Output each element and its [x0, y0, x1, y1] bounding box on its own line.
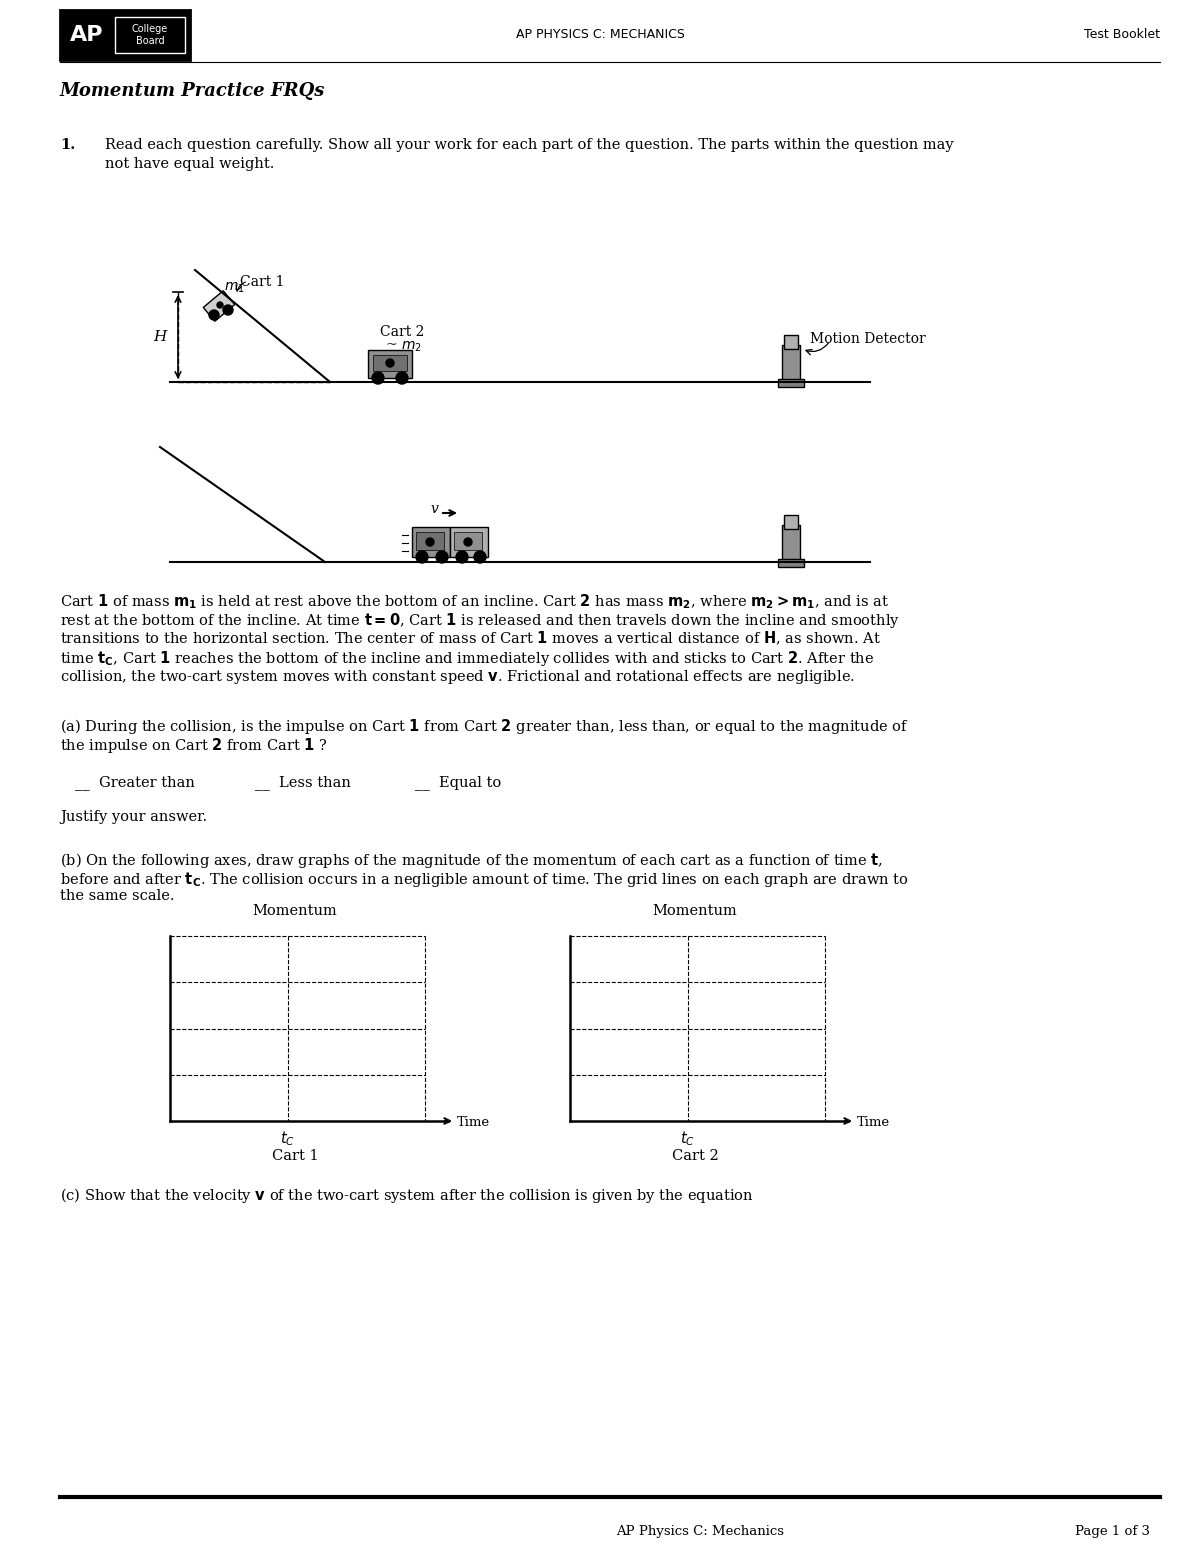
Text: Justify your answer.: Justify your answer. [60, 811, 208, 825]
Text: Momentum Practice FRQs: Momentum Practice FRQs [60, 82, 325, 99]
Text: the same scale.: the same scale. [60, 888, 174, 902]
Circle shape [396, 373, 408, 384]
Text: Page 1 of 3: Page 1 of 3 [1075, 1525, 1150, 1537]
Text: Cart 2: Cart 2 [380, 325, 425, 339]
Bar [450, 526, 488, 558]
Text: $t_C$: $t_C$ [680, 1129, 695, 1148]
Circle shape [416, 551, 428, 564]
Bar [203, 290, 235, 321]
Circle shape [386, 359, 394, 367]
Text: __  Equal to: __ Equal to [415, 775, 502, 790]
Bar [115, 17, 185, 53]
Text: Read each question carefully. Show all your work for each part of the question. : Read each question carefully. Show all y… [106, 138, 954, 152]
Text: collision, the two-cart system moves with constant speed $\mathbf{v}$. Frictiona: collision, the two-cart system moves wit… [60, 668, 854, 686]
Text: $t_C$: $t_C$ [280, 1129, 295, 1148]
Text: (c) Show that the velocity $\mathbf{v}$ of the two-cart system after the collisi: (c) Show that the velocity $\mathbf{v}$ … [60, 1186, 754, 1205]
Circle shape [223, 304, 233, 315]
Text: $m_1$: $m_1$ [224, 281, 245, 295]
Circle shape [456, 551, 468, 564]
Text: Momentum: Momentum [253, 904, 337, 918]
Text: before and after $\mathbf{t_C}$. The collision occurs in a negligible amount of : before and after $\mathbf{t_C}$. The col… [60, 870, 908, 888]
Text: __  Less than: __ Less than [256, 775, 350, 790]
Text: v: v [430, 502, 438, 516]
Bar [782, 525, 800, 564]
Text: time $\mathbf{t_C}$, Cart $\mathbf{1}$ reaches the bottom of the incline and imm: time $\mathbf{t_C}$, Cart $\mathbf{1}$ r… [60, 649, 875, 668]
Text: the impulse on Cart $\mathbf{2}$ from Cart $\mathbf{1}$ ?: the impulse on Cart $\mathbf{2}$ from Ca… [60, 736, 328, 755]
Bar [60, 9, 190, 61]
Circle shape [217, 301, 223, 307]
Text: AP: AP [70, 25, 103, 45]
Text: (a) During the collision, is the impulse on Cart $\mathbf{1}$ from Cart $\mathbf: (a) During the collision, is the impulse… [60, 717, 908, 736]
Text: College
Board: College Board [132, 25, 168, 45]
Text: Cart 1: Cart 1 [240, 275, 284, 289]
Bar [782, 345, 800, 384]
Text: Test Booklet: Test Booklet [1084, 28, 1160, 42]
Circle shape [426, 537, 434, 547]
Text: not have equal weight.: not have equal weight. [106, 157, 275, 171]
Bar [778, 379, 804, 387]
Text: __  Greater than: __ Greater than [74, 775, 194, 790]
Text: AP PHYSICS C: MECHANICS: AP PHYSICS C: MECHANICS [516, 28, 684, 42]
Bar [454, 533, 482, 550]
Text: Momentum: Momentum [653, 904, 737, 918]
Circle shape [474, 551, 486, 564]
Bar [416, 533, 444, 550]
Text: Time: Time [857, 1117, 890, 1129]
Text: (b) On the following axes, draw graphs of the magnitude of the momentum of each : (b) On the following axes, draw graphs o… [60, 851, 883, 870]
Bar [784, 335, 798, 349]
Text: AP Physics C: Mechanics: AP Physics C: Mechanics [616, 1525, 784, 1537]
Text: ~ $m_2$: ~ $m_2$ [385, 340, 421, 354]
Circle shape [372, 373, 384, 384]
Circle shape [436, 551, 448, 564]
Text: H: H [154, 329, 167, 345]
Text: Cart 1: Cart 1 [271, 1149, 318, 1163]
Text: 1.: 1. [60, 138, 76, 152]
Circle shape [464, 537, 472, 547]
Bar [778, 559, 804, 567]
Text: Motion Detector: Motion Detector [810, 332, 925, 346]
Bar [784, 516, 798, 530]
Text: transitions to the horizontal section. The center of mass of Cart $\mathbf{1}$ m: transitions to the horizontal section. T… [60, 631, 881, 648]
Circle shape [209, 311, 220, 320]
Text: Cart 2: Cart 2 [672, 1149, 719, 1163]
Text: Time: Time [457, 1117, 490, 1129]
Text: rest at the bottom of the incline. At time $\mathbf{t = 0}$, Cart $\mathbf{1}$ i: rest at the bottom of the incline. At ti… [60, 610, 900, 631]
Text: Cart $\mathbf{1}$ of mass $\mathbf{m_1}$ is held at rest above the bottom of an : Cart $\mathbf{1}$ of mass $\mathbf{m_1}$… [60, 592, 889, 610]
Bar [412, 526, 450, 558]
Bar [368, 349, 412, 377]
Bar [373, 356, 407, 371]
